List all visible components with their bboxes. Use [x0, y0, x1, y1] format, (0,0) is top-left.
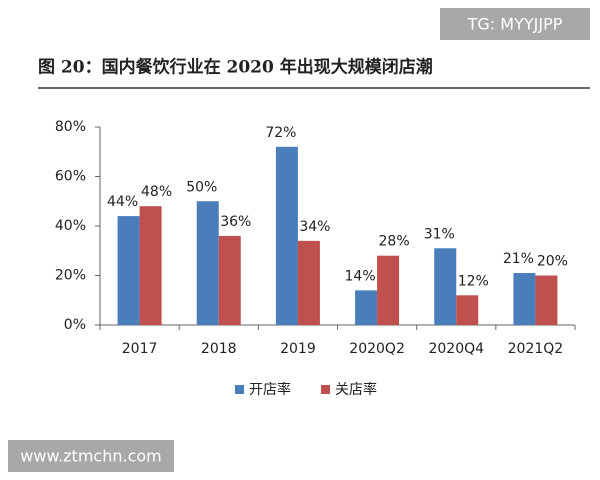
value-label: 44%	[107, 194, 138, 210]
value-label: 20%	[537, 254, 568, 270]
value-label: 21%	[503, 251, 534, 267]
value-label: 48%	[141, 184, 172, 200]
x-tick-label: 2017	[122, 341, 158, 357]
value-label: 34%	[299, 219, 330, 235]
chart-title: 图 20：国内餐饮行业在 2020 年出现大规模闭店潮	[38, 57, 433, 78]
value-label: 36%	[220, 214, 251, 230]
value-label: 28%	[379, 234, 410, 250]
bar	[535, 275, 558, 325]
x-tick-label: 2019	[280, 341, 316, 357]
x-tick-label: 2020Q2	[349, 341, 405, 357]
y-tick-label: 60%	[55, 169, 86, 185]
legend-swatch	[321, 385, 330, 394]
x-tick-label: 2018	[201, 341, 237, 357]
value-label: 14%	[345, 268, 376, 284]
bar	[196, 201, 219, 325]
legend-label: 关店率	[335, 381, 377, 398]
value-label: 50%	[186, 179, 217, 195]
watermark-box	[8, 440, 174, 472]
bar	[456, 295, 479, 325]
watermark: www.ztmchn.com	[20, 447, 161, 466]
value-label: 72%	[265, 125, 296, 141]
bar	[434, 248, 457, 325]
bar	[377, 255, 400, 325]
bar	[117, 216, 140, 325]
bar	[355, 290, 378, 325]
watermark: TG: MYYJJPP	[467, 15, 563, 34]
x-tick-label: 2020Q4	[428, 341, 484, 357]
bar	[139, 206, 162, 325]
watermark-box	[440, 8, 590, 40]
value-label: 31%	[424, 226, 455, 242]
legend-label: 开店率	[249, 381, 291, 398]
bar	[218, 235, 241, 325]
y-tick-label: 20%	[55, 268, 86, 284]
legend-swatch	[235, 385, 244, 394]
y-tick-label: 0%	[64, 317, 86, 333]
bar	[275, 146, 298, 325]
y-tick-label: 80%	[55, 119, 86, 135]
y-tick-label: 40%	[55, 218, 86, 234]
x-tick-label: 2021Q2	[508, 341, 564, 357]
bar	[513, 273, 536, 325]
bar	[297, 240, 320, 325]
value-label: 12%	[458, 273, 489, 289]
